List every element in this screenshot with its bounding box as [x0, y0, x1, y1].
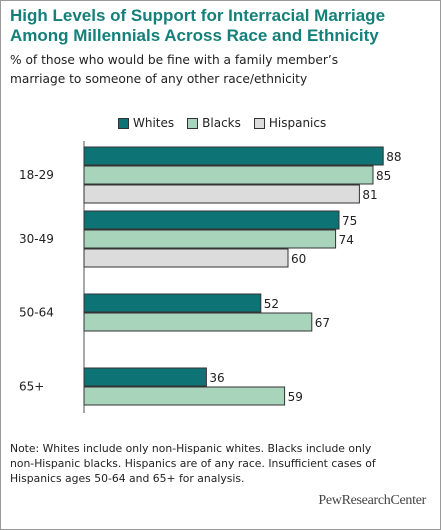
category-label-50-64: 50-64	[19, 306, 54, 320]
legend-label-blacks: Blacks	[202, 116, 241, 130]
note-line-3: Hispanics ages 50-64 and 65+ for analysi…	[10, 472, 245, 485]
bar-whites-50-64	[83, 293, 262, 313]
chart-note: Note: Whites include only non-Hispanic w…	[10, 441, 435, 486]
note-line-1: Note: Whites include only non-Hispanic w…	[10, 442, 372, 455]
bar-blacks-18-29	[83, 165, 374, 185]
bar-whites-65+	[83, 367, 207, 387]
legend-swatch-blacks	[187, 117, 199, 129]
bar-blacks-65+	[83, 386, 286, 406]
bar-hispanics-30-49	[83, 248, 289, 268]
value-label-blacks-18-29: 85	[376, 169, 391, 183]
category-label-65+: 65+	[19, 380, 44, 394]
value-label-blacks-65+: 59	[288, 390, 303, 404]
chart-title: High Levels of Support for Interracial M…	[10, 6, 435, 46]
legend-item-hispanics: Hispanics	[253, 116, 327, 130]
value-label-whites-65+: 36	[209, 371, 224, 385]
title-line-1: High Levels of Support for Interracial M…	[10, 6, 386, 25]
bar-whites-30-49	[83, 210, 340, 230]
value-label-whites-18-29: 88	[386, 150, 401, 164]
bar-hispanics-18-29	[83, 184, 360, 204]
bar-chart: 18-29 88 85 81 30-49 75 74 60 50-64 52 67 65+ 36 59	[19, 141, 401, 413]
bar-whites-18-29	[83, 146, 384, 166]
pew-research-logo: PewResearchCenter	[318, 493, 426, 508]
value-label-blacks-30-49: 74	[339, 233, 354, 247]
value-label-blacks-50-64: 67	[315, 316, 330, 330]
legend-swatch-hispanics	[253, 117, 265, 129]
value-label-whites-30-49: 75	[342, 214, 357, 228]
category-label-18-29: 18-29	[19, 168, 54, 182]
subtitle-line-2: marriage to someone of any other race/et…	[10, 72, 308, 86]
value-label-hispanics-18-29: 81	[362, 188, 377, 202]
legend-item-whites: Whites	[118, 116, 174, 130]
chart-subtitle: % of those who would be fine with a fami…	[10, 51, 435, 89]
title-line-2: Among Millennials Across Race and Ethnic…	[10, 26, 379, 45]
legend-label-whites: Whites	[133, 116, 175, 130]
subtitle-line-1: % of those who would be fine with a fami…	[10, 53, 339, 67]
bar-blacks-30-49	[83, 229, 337, 249]
legend: Whites Blacks Hispanics	[118, 116, 339, 130]
bar-blacks-50-64	[83, 312, 313, 332]
note-line-2: non-Hispanic blacks. Hispanics are of an…	[10, 457, 376, 470]
legend-swatch-whites	[118, 117, 129, 129]
value-label-hispanics-30-49: 60	[291, 252, 306, 266]
legend-label-hispanics: Hispanics	[268, 116, 327, 130]
value-label-whites-50-64: 52	[264, 297, 279, 311]
legend-item-blacks: Blacks	[187, 116, 241, 130]
category-label-30-49: 30-49	[19, 232, 54, 246]
